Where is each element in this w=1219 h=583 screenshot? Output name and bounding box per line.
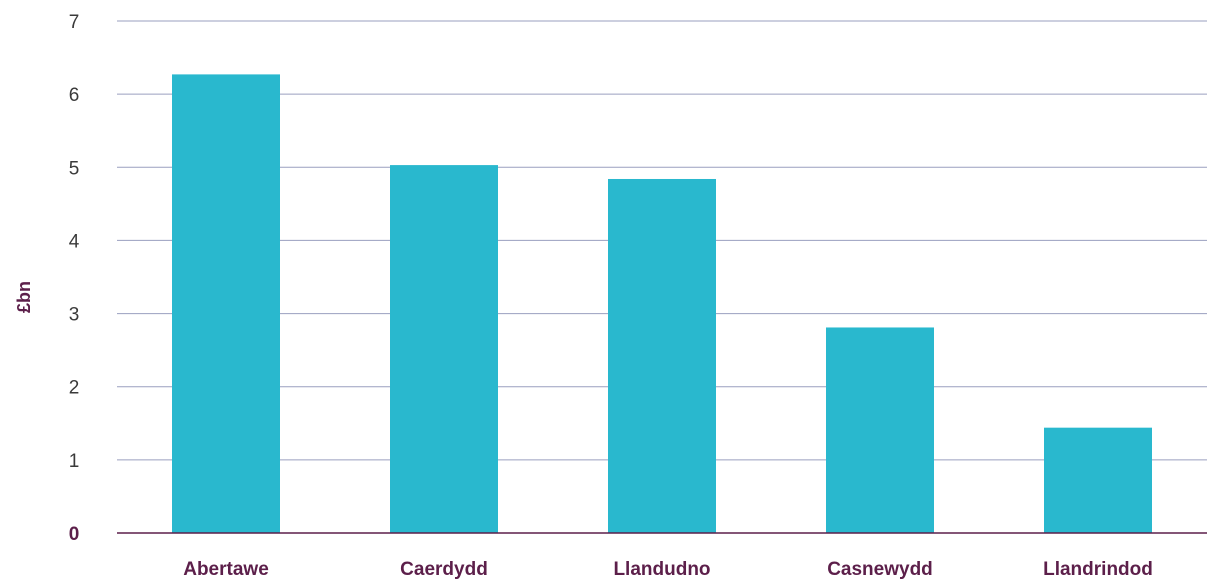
bar-llandrindod [1044, 427, 1152, 533]
x-category-label: Casnewydd [827, 559, 933, 580]
y-tick-labels: 0 1 2 3 4 5 6 7 [69, 12, 80, 545]
y-tick-label: 4 [69, 231, 80, 252]
bar-caerdydd [390, 165, 498, 533]
x-category-label: Abertawe [183, 559, 269, 580]
y-tick-label: 7 [69, 12, 80, 33]
bar-llandudno [608, 178, 716, 533]
y-tick-label: 3 [69, 305, 80, 326]
y-tick-label: 2 [69, 378, 80, 399]
y-tick-label: 5 [69, 158, 80, 179]
x-category-label: Caerdydd [400, 559, 488, 580]
bars [172, 74, 1152, 533]
x-category-labels: Abertawe Caerdydd Llandudno Casnewydd Llandr… [183, 559, 1153, 580]
x-category-label: Llandudno [613, 559, 710, 580]
y-tick-label: 1 [69, 451, 80, 472]
bar-casnewydd [826, 327, 934, 533]
bar-abertawe [172, 74, 280, 533]
x-category-label: Llandrindod [1043, 559, 1153, 580]
y-tick-label: 0 [69, 524, 80, 545]
y-tick-label: 6 [69, 85, 80, 106]
y-axis-title: £bn [14, 281, 34, 313]
